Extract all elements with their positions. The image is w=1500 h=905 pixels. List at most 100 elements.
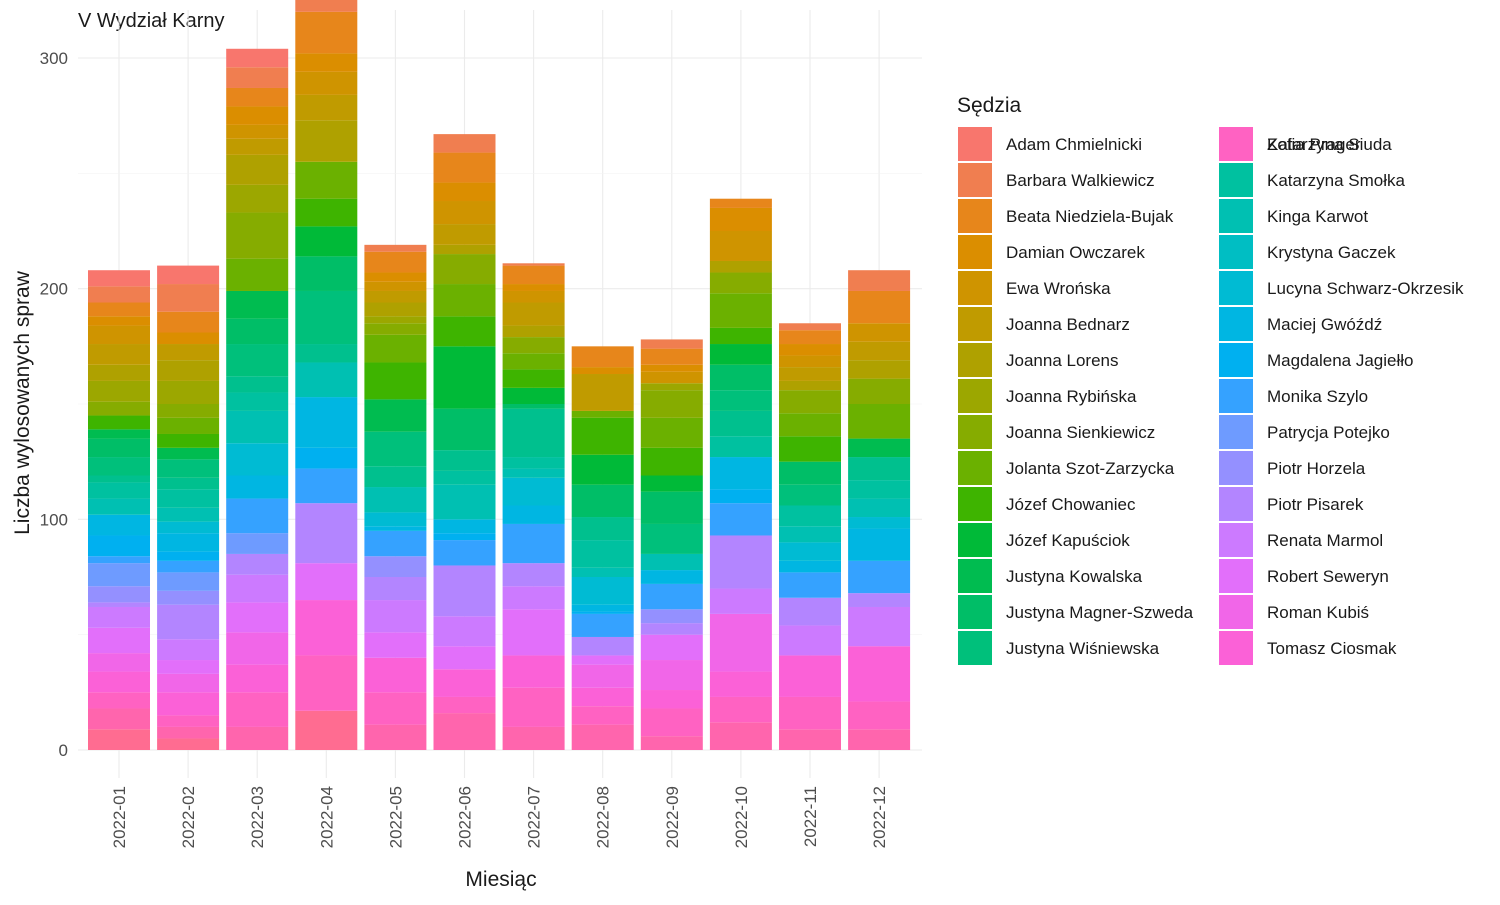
bar-segment xyxy=(709,231,772,261)
bar-segment xyxy=(779,696,841,730)
bar-segment xyxy=(295,0,358,12)
bar-segment xyxy=(571,636,634,656)
bar-segment xyxy=(848,290,911,324)
x-tick-label: 2022-09 xyxy=(663,786,682,848)
bar-segment xyxy=(226,290,289,319)
legend-label: Kinga Karwot xyxy=(1267,207,1368,226)
legend-key xyxy=(958,487,992,521)
bar-segment xyxy=(640,491,703,524)
bar-segment xyxy=(364,600,427,633)
legend-label: Jolanta Szot-Zarzycka xyxy=(1006,459,1175,478)
bar-segment xyxy=(640,390,703,418)
bar-segment xyxy=(157,459,220,478)
bar-segment xyxy=(295,362,358,398)
legend-key xyxy=(1219,163,1253,197)
legend-key xyxy=(1219,523,1253,557)
bar-segment xyxy=(848,646,911,702)
bar-segment xyxy=(157,604,220,640)
bar-segment xyxy=(226,138,289,155)
bar-segment xyxy=(709,489,772,504)
bar-segment xyxy=(226,318,289,345)
bar-segment xyxy=(226,212,289,259)
bar-segment xyxy=(157,477,220,490)
legend-label: Maciej Gwóźdź xyxy=(1267,315,1382,334)
legend-key xyxy=(1219,307,1253,341)
legend-key xyxy=(1219,379,1253,413)
bar-segment xyxy=(779,330,841,345)
legend-key xyxy=(958,343,992,377)
legend-label: Zofia Prager xyxy=(1267,135,1361,154)
bar-segment xyxy=(88,498,150,515)
bar-segment xyxy=(295,397,358,448)
bar-segment xyxy=(364,399,427,432)
bar-segment xyxy=(88,401,150,416)
bar-segment xyxy=(433,254,496,285)
bar-segment xyxy=(640,348,703,365)
x-tick-label: 2022-12 xyxy=(870,786,889,848)
legend-label: Justyna Wiśniewska xyxy=(1006,639,1160,658)
bar-segment xyxy=(157,551,220,561)
bar-segment xyxy=(571,540,634,568)
bar-segment xyxy=(433,408,496,451)
bar-segment xyxy=(709,588,772,614)
legend-key xyxy=(1219,559,1253,593)
x-tick-label: 2022-07 xyxy=(525,786,544,848)
bar-segment xyxy=(433,669,496,697)
bar-segment xyxy=(433,616,496,647)
bar-segment xyxy=(364,431,427,467)
bar-segment xyxy=(157,284,220,312)
bar-segment xyxy=(502,408,565,458)
bar-segment xyxy=(571,613,634,637)
bar-segment xyxy=(88,514,150,536)
bar-segment xyxy=(157,507,220,522)
bar-segment xyxy=(779,526,841,543)
bar-segment xyxy=(640,339,703,349)
legend-label: Justyna Magner-Szweda xyxy=(1006,603,1194,622)
legend-key xyxy=(958,523,992,557)
bar-segment xyxy=(295,198,358,227)
bar-segment xyxy=(295,11,358,54)
bar-segment xyxy=(709,344,772,365)
bar-segment xyxy=(433,182,496,202)
bar-segment xyxy=(571,577,634,605)
bar-segment xyxy=(779,729,841,750)
bar-segment xyxy=(157,726,220,739)
bar-segment xyxy=(640,417,703,448)
legend-label: Joanna Rybińska xyxy=(1006,387,1137,406)
bar-segment xyxy=(88,627,150,654)
bar-segment xyxy=(848,701,911,730)
bar-segment xyxy=(848,438,911,458)
legend-key xyxy=(958,199,992,233)
y-tick-label: 0 xyxy=(59,741,68,760)
bar-segment xyxy=(88,325,150,345)
legend-label: Robert Seweryn xyxy=(1267,567,1389,586)
bar-segment xyxy=(88,475,150,483)
legend-key xyxy=(958,163,992,197)
bar-segment xyxy=(709,535,772,589)
bar-segment xyxy=(779,380,841,391)
bar-segment xyxy=(295,71,358,95)
bar-segment xyxy=(88,671,150,693)
bar-segment xyxy=(364,724,427,750)
legend-key xyxy=(1219,415,1253,449)
bar-segment xyxy=(848,606,911,647)
bar-segment xyxy=(295,344,358,363)
legend-key xyxy=(1219,199,1253,233)
bar-segment xyxy=(157,447,220,460)
bar-segment xyxy=(571,724,634,750)
bar-segment xyxy=(226,410,289,444)
legend-key xyxy=(958,559,992,593)
bar-segment xyxy=(88,415,150,430)
bar-segment xyxy=(502,523,565,564)
bar-segment xyxy=(571,517,634,541)
bar-segment xyxy=(364,577,427,601)
bar-segment xyxy=(640,583,703,610)
bar-segment xyxy=(571,417,634,455)
x-axis-label: Miesiąc xyxy=(465,868,536,891)
y-axis-label: Liczba wylosowanych spraw xyxy=(11,270,34,535)
bar-segment xyxy=(364,632,427,658)
legend-title: Sędzia xyxy=(957,94,1022,117)
bar-segment xyxy=(640,383,703,391)
bar-segment xyxy=(157,692,220,716)
bar-segment xyxy=(709,503,772,536)
